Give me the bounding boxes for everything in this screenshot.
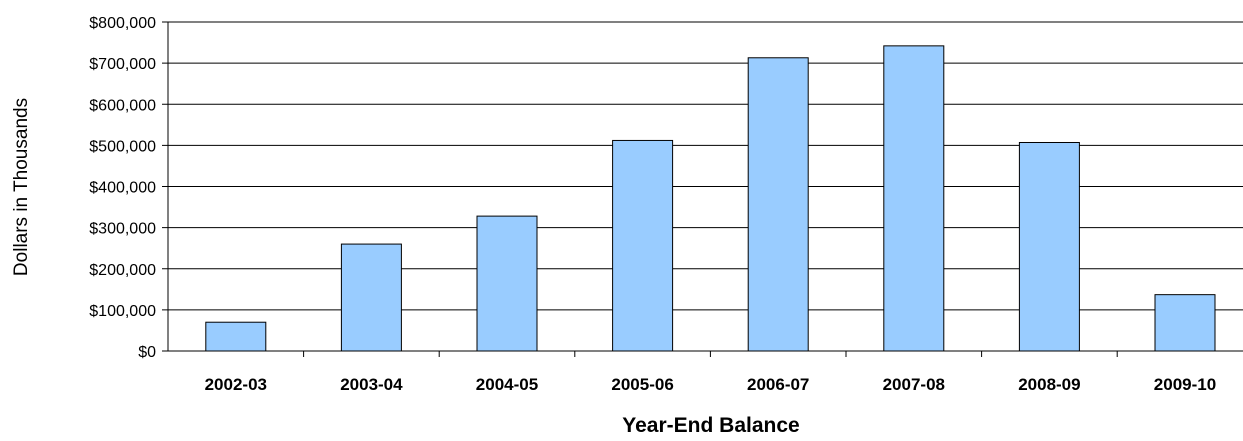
x-tick-label: 2009-10 bbox=[1154, 375, 1216, 394]
x-tick-label: 2005-06 bbox=[611, 375, 673, 394]
y-tick-label: $200,000 bbox=[89, 262, 156, 279]
x-tick-label: 2003-04 bbox=[340, 375, 403, 394]
y-tick-label: $800,000 bbox=[89, 15, 156, 32]
bar-2006-07 bbox=[747, 57, 809, 352]
bars bbox=[205, 45, 1216, 352]
x-tick-label: 2002-03 bbox=[205, 375, 267, 394]
x-axis-title: Year-End Balance bbox=[622, 414, 799, 437]
y-tick-label: $700,000 bbox=[89, 56, 156, 73]
bar-2005-06 bbox=[612, 139, 674, 352]
bar-2007-08 bbox=[883, 45, 945, 352]
y-tick-labels: $0 $100,000 $200,000 $300,000 $400,000 $500,0… bbox=[89, 15, 156, 361]
x-tick-label: 2007-08 bbox=[883, 375, 945, 394]
bar-2003-04 bbox=[340, 243, 402, 352]
x-tick-label: 2004-05 bbox=[476, 375, 538, 394]
bar-2004-05 bbox=[476, 215, 538, 352]
x-tick-label: 2008-09 bbox=[1018, 375, 1080, 394]
bar-2002-03 bbox=[205, 321, 267, 352]
y-tick-label: $0 bbox=[138, 344, 156, 361]
y-axis-title: Dollars in Thousands bbox=[11, 98, 32, 276]
gridlines bbox=[168, 21, 1243, 311]
bar-2008-09 bbox=[1018, 141, 1080, 352]
y-tick-label: $500,000 bbox=[89, 138, 156, 155]
y-tick-label: $400,000 bbox=[89, 180, 156, 197]
y-tick-label: $600,000 bbox=[89, 97, 156, 114]
axes bbox=[162, 21, 1243, 357]
x-tick-label: 2006-07 bbox=[747, 375, 809, 394]
y-tick-label: $100,000 bbox=[89, 303, 156, 320]
y-tick-label: $300,000 bbox=[89, 221, 156, 238]
x-tick-labels: 2002-03 2003-04 2004-05 2005-06 2006-07 2007-… bbox=[205, 375, 1217, 394]
bar-2009-10 bbox=[1154, 294, 1216, 352]
